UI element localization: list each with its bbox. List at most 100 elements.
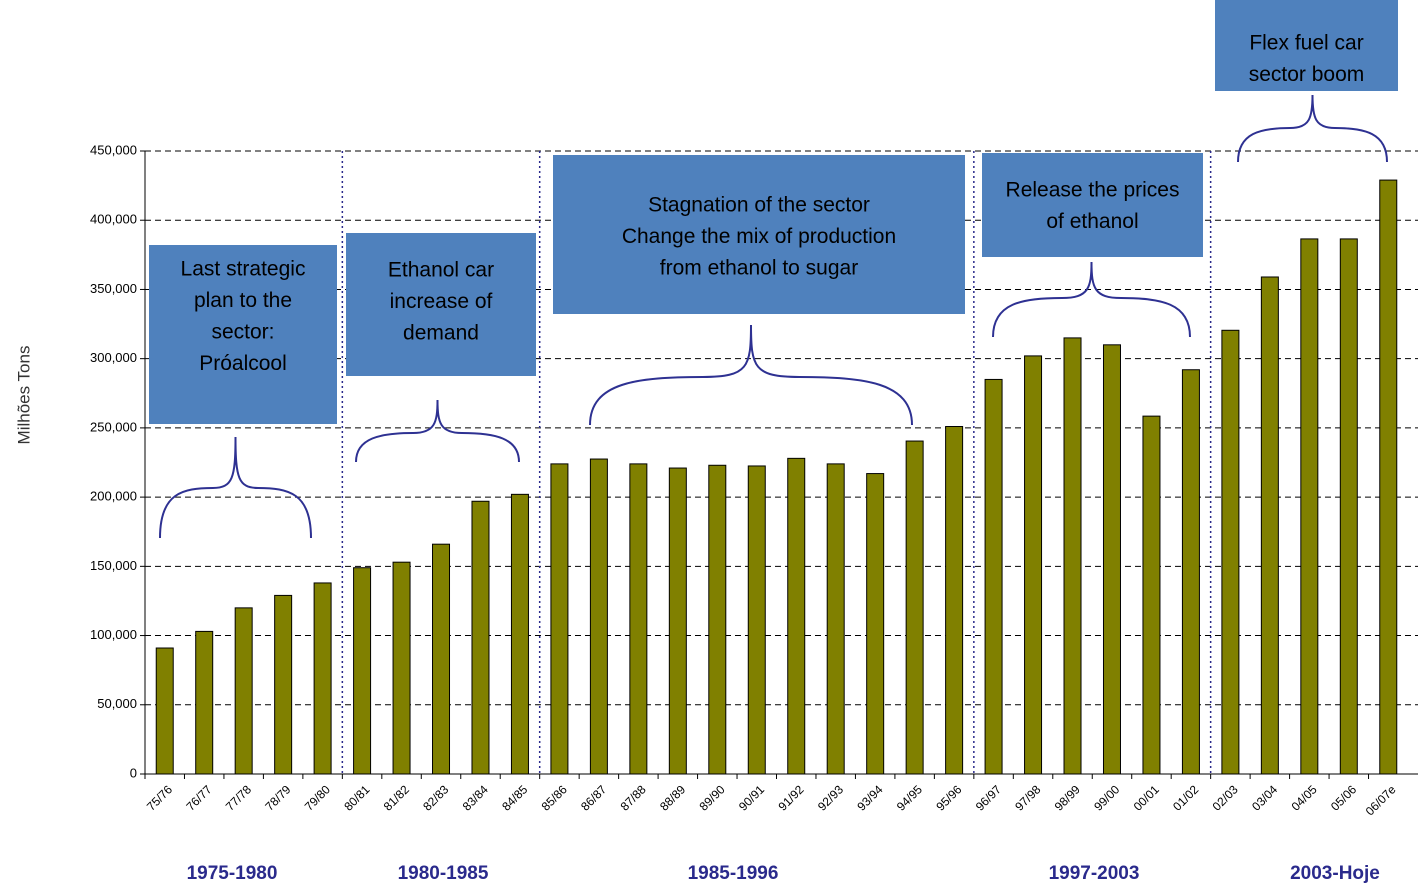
x-tick-label: 89/90 <box>697 782 728 813</box>
x-tick-label: 93/94 <box>854 782 885 813</box>
y-axis-label: Milhões Tons <box>14 346 33 445</box>
x-tick-label: 82/83 <box>420 782 451 813</box>
annotation-text: plan to the <box>194 289 292 312</box>
brace <box>1237 94 1388 163</box>
y-tick-label: 0 <box>130 765 137 780</box>
x-tick-label: 02/03 <box>1210 782 1241 813</box>
y-tick-label: 200,000 <box>90 489 137 504</box>
x-tick-label: 88/89 <box>657 782 688 813</box>
annotation-text: Release the prices <box>1006 179 1180 202</box>
x-tick-label: 00/01 <box>1131 782 1162 813</box>
bar <box>392 561 411 775</box>
bar <box>589 458 608 775</box>
bar <box>1339 238 1358 775</box>
annotation-text: from ethanol to sugar <box>660 257 858 280</box>
y-tick-label: 150,000 <box>90 558 137 573</box>
annotation-text: increase of <box>390 290 493 313</box>
bar <box>866 473 885 775</box>
brace <box>159 436 312 539</box>
annotation-text: demand <box>403 322 479 345</box>
x-tick-label: 03/04 <box>1249 782 1280 813</box>
x-tick-label: 86/87 <box>578 782 609 813</box>
bar <box>1260 276 1279 775</box>
x-tick-label: 84/85 <box>499 782 530 813</box>
x-tick-label: 85/86 <box>539 782 570 813</box>
bar <box>1024 355 1043 775</box>
y-tick-label: 300,000 <box>90 350 137 365</box>
annotation-text: Flex fuel car <box>1249 32 1363 55</box>
bar <box>945 426 964 775</box>
x-tick-label: 75/76 <box>144 782 175 813</box>
x-tick-label: 80/81 <box>341 782 372 813</box>
bar <box>1379 179 1398 775</box>
x-tick-label: 81/82 <box>381 782 412 813</box>
x-tick-label: 79/80 <box>302 782 333 813</box>
period-label: 1980-1985 <box>398 863 489 884</box>
x-tick-label: 05/06 <box>1328 782 1359 813</box>
annotation-box <box>149 245 337 424</box>
bar <box>1102 344 1121 775</box>
annotation-text: sector boom <box>1249 63 1365 86</box>
bar <box>1142 415 1161 775</box>
bar <box>826 463 845 775</box>
bar <box>1063 337 1082 775</box>
x-tick-label: 04/05 <box>1289 782 1320 813</box>
bar <box>195 630 214 775</box>
x-tick-label: 77/78 <box>223 782 254 813</box>
x-tick-label: 87/88 <box>618 782 649 813</box>
bar <box>787 457 806 775</box>
bar <box>471 500 490 775</box>
annotation-text: Last strategic <box>181 258 306 281</box>
x-tick-label: 96/97 <box>973 782 1004 813</box>
bar <box>905 440 924 775</box>
period-label: 2003-Hoje <box>1290 863 1380 884</box>
annotation-text: Stagnation of the sector <box>648 194 870 217</box>
annotation-text: sector: <box>211 321 274 344</box>
x-tick-label: 98/99 <box>1052 782 1083 813</box>
x-tick-label: 06/07e <box>1363 782 1399 818</box>
period-label: 1975-1980 <box>187 863 278 884</box>
y-tick-label: 350,000 <box>90 281 137 296</box>
y-tick-label: 400,000 <box>90 212 137 227</box>
x-tick-label: 94/95 <box>894 782 925 813</box>
x-tick-label: 83/84 <box>460 782 491 813</box>
bar <box>1221 329 1240 775</box>
brace <box>355 399 520 463</box>
y-tick-label: 100,000 <box>90 627 137 642</box>
bar <box>668 467 687 775</box>
bar <box>432 543 451 775</box>
bar <box>274 594 293 775</box>
x-tick-label: 76/77 <box>183 782 214 813</box>
bar <box>155 647 174 775</box>
brace <box>589 324 913 426</box>
annotation-box <box>346 233 536 376</box>
bar <box>1300 238 1319 775</box>
bar <box>747 465 766 775</box>
annotation-text: Próalcool <box>199 352 287 375</box>
bar <box>629 463 648 775</box>
bar <box>550 463 569 775</box>
bar <box>353 567 372 775</box>
x-tick-label: 91/92 <box>775 782 806 813</box>
annotation-text: of ethanol <box>1046 210 1138 233</box>
y-tick-label: 50,000 <box>97 696 137 711</box>
x-tick-label: 95/96 <box>933 782 964 813</box>
annotation-text: Change the mix of production <box>622 225 896 248</box>
x-tick-label: 01/02 <box>1170 782 1201 813</box>
x-tick-label: 90/91 <box>736 782 767 813</box>
bar <box>510 493 529 775</box>
annotation-box <box>982 153 1203 257</box>
annotation-box <box>1215 0 1398 91</box>
x-tick-label: 99/00 <box>1091 782 1122 813</box>
x-tick-label: 97/98 <box>1012 782 1043 813</box>
bar <box>708 464 727 775</box>
annotation-box <box>553 155 965 314</box>
bar <box>313 582 332 775</box>
period-label: 1997-2003 <box>1049 863 1140 884</box>
bar <box>1181 369 1200 775</box>
bar <box>234 607 253 775</box>
x-tick-label: 92/93 <box>815 782 846 813</box>
annotation-text: Ethanol car <box>388 259 494 282</box>
x-tick-label: 78/79 <box>262 782 293 813</box>
